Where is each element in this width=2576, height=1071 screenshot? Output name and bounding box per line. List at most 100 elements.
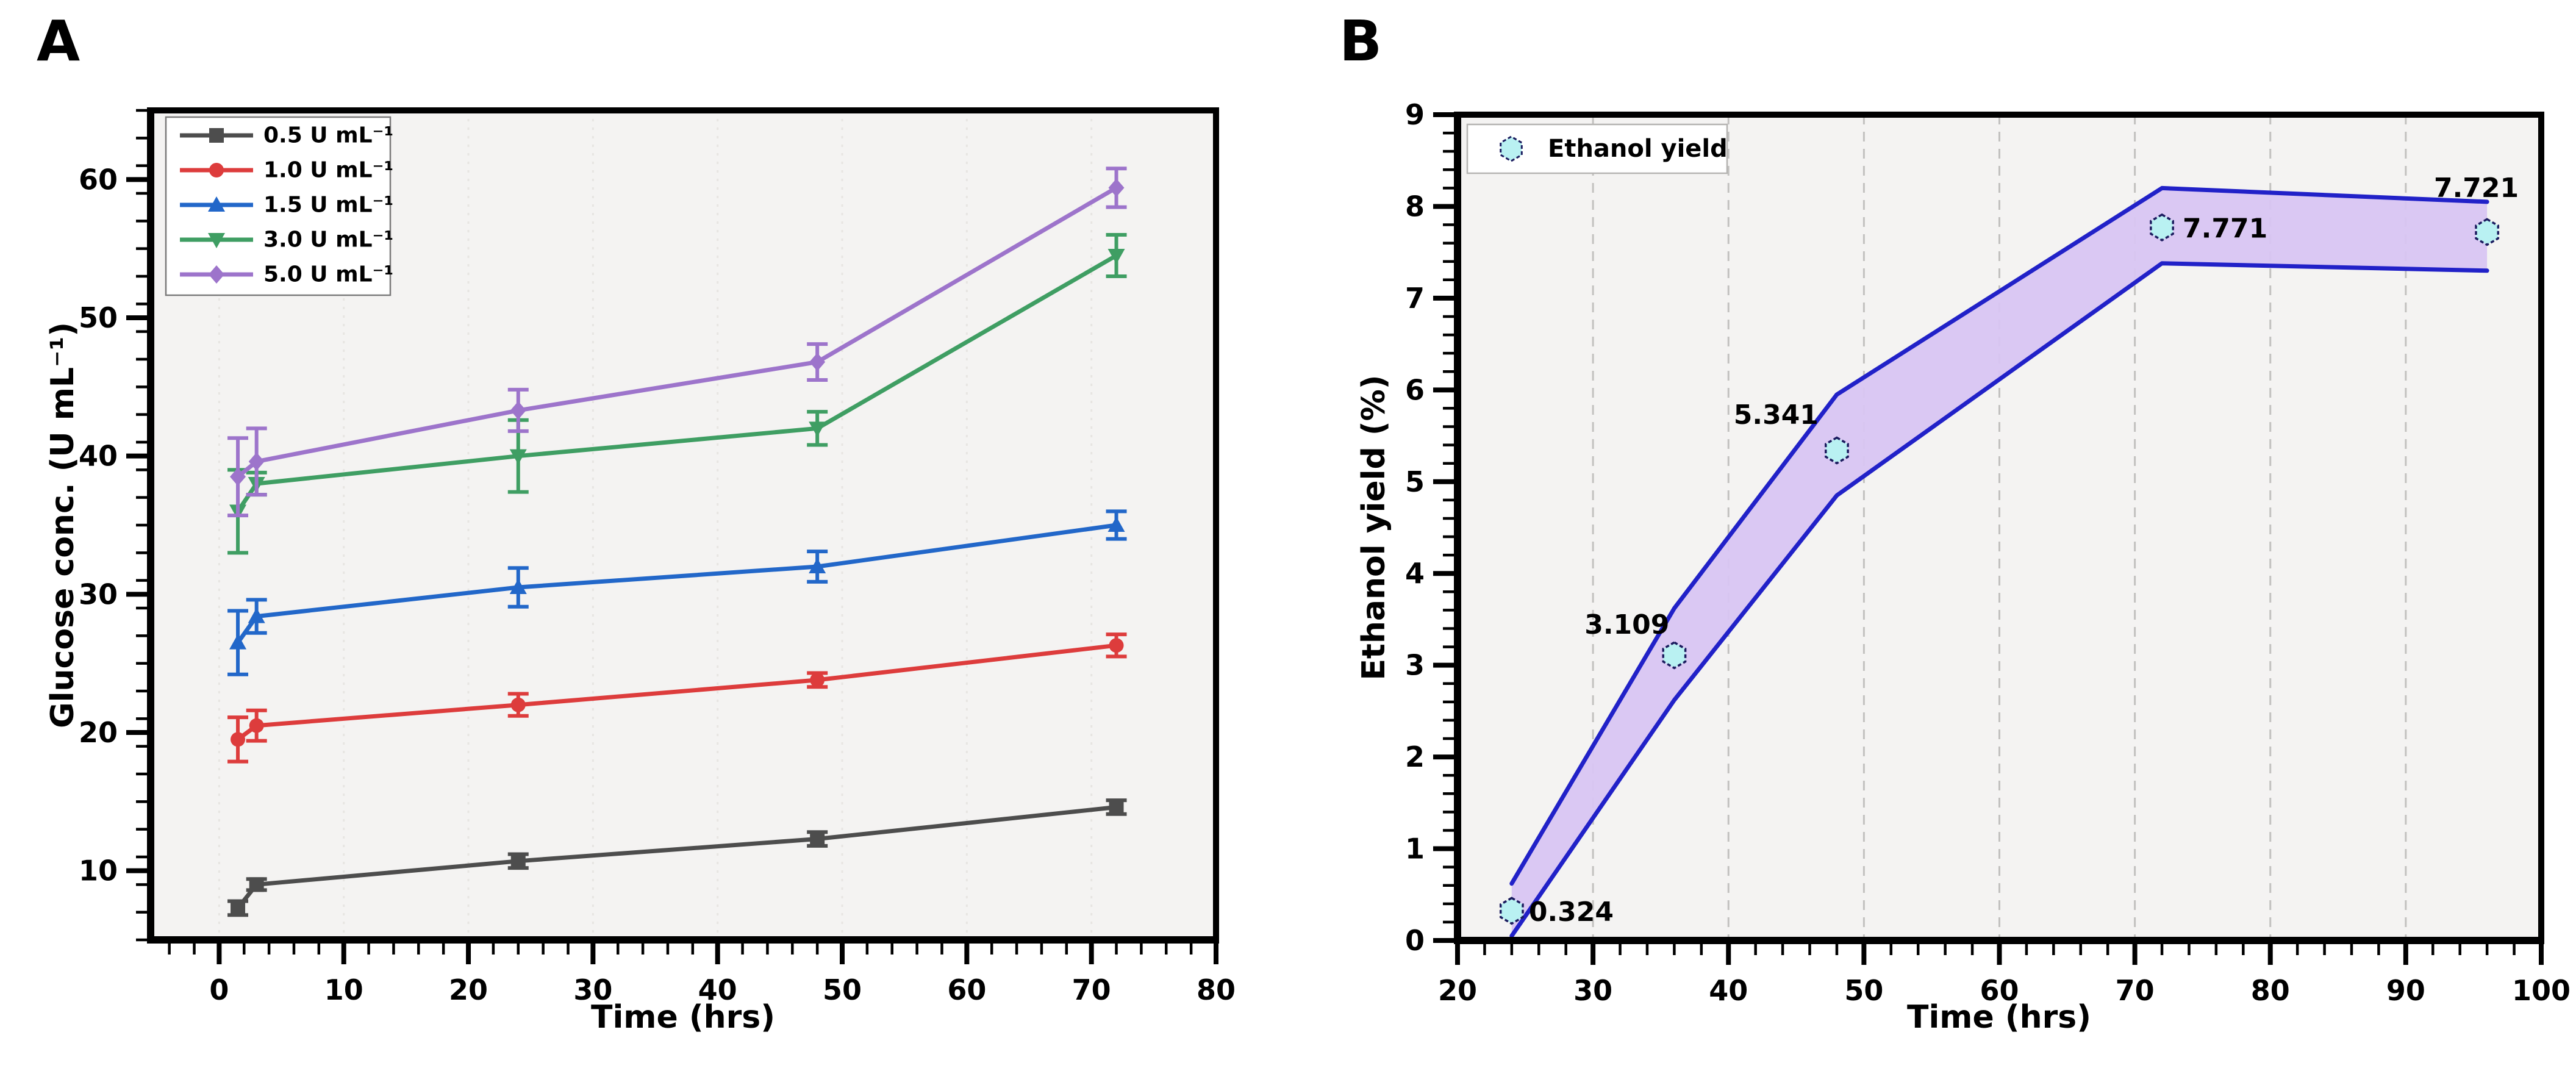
x-axis-tick-label: 100 bbox=[2512, 974, 2571, 1007]
x-axis-tick-label: 40 bbox=[698, 973, 737, 1006]
x-axis-tick-label: 60 bbox=[1980, 974, 2019, 1007]
y-axis-tick-label: 3 bbox=[1405, 649, 1425, 682]
data-point-marker bbox=[230, 467, 246, 486]
y-axis-tick-label: 50 bbox=[79, 301, 118, 334]
x-axis-tick-label: 20 bbox=[449, 973, 488, 1006]
y-axis-tick-label: 9 bbox=[1405, 98, 1425, 131]
ticks: 0 10 20 30 40 50 60 70 80 10 20 30 40 50 60 bbox=[79, 109, 1236, 1006]
x-axis-tick-label: 80 bbox=[1197, 973, 1236, 1006]
x-axis-title: Time (hrs) bbox=[1907, 999, 2091, 1036]
band-upper-line bbox=[1509, 185, 2489, 886]
data-point-label: 7.721 bbox=[2434, 173, 2519, 204]
data-point-marker bbox=[231, 732, 246, 747]
legend-b: Ethanol yield bbox=[1466, 123, 1728, 174]
legend-label: 1.0 U mL⁻¹ bbox=[263, 158, 393, 183]
data-point-marker bbox=[810, 831, 825, 847]
data-point-marker bbox=[249, 877, 264, 892]
series-5.0-U-mL⁻¹ bbox=[227, 167, 1127, 518]
data-point-marker bbox=[510, 697, 526, 712]
data-point-marker bbox=[509, 579, 527, 594]
x-axis-tick-label: 80 bbox=[2251, 974, 2290, 1007]
x-axis-tick-label: 70 bbox=[2116, 974, 2155, 1007]
legend-marker bbox=[209, 163, 224, 177]
x-axis-tick-label: 50 bbox=[1844, 974, 1883, 1007]
band-lower-line bbox=[1509, 261, 2489, 938]
legend-marker bbox=[209, 265, 224, 284]
axes-frame bbox=[1454, 112, 2544, 944]
panel-label-a: A bbox=[37, 9, 80, 74]
x-axis-tick-label: 60 bbox=[947, 973, 986, 1006]
legend-marker bbox=[208, 196, 225, 212]
x-axis-tick-label: 70 bbox=[1072, 973, 1111, 1006]
legend-a: 0.5 U mL⁻¹ 1.0 U mL⁻¹ 1.5 U mL⁻¹ 3.0 U mL⁻¹… bbox=[165, 116, 393, 296]
data-point-marker bbox=[231, 900, 246, 915]
panel-a: 0 10 20 30 40 50 60 70 80 10 20 30 40 50 60 Time (hrs) G… bbox=[45, 107, 1236, 1036]
data-point-label: 3.109 bbox=[1584, 609, 1669, 640]
data-point-marker bbox=[1825, 436, 1849, 465]
legend-label: 1.5 U mL⁻¹ bbox=[263, 193, 393, 218]
panel-label-b: B bbox=[1339, 9, 1383, 74]
y-axis-tick-label: 0 bbox=[1405, 924, 1425, 957]
band-area bbox=[1511, 188, 2488, 936]
x-axis-tick-label: 90 bbox=[2386, 974, 2425, 1007]
legend-marker bbox=[208, 233, 225, 248]
data-point-marker bbox=[809, 421, 826, 437]
legend-marker bbox=[209, 128, 224, 143]
y-axis-tick-label: 4 bbox=[1405, 557, 1425, 590]
y-axis-title: Ethanol yield (%) bbox=[1356, 375, 1392, 681]
data-point-marker bbox=[1108, 178, 1125, 197]
data-point-marker bbox=[1109, 800, 1124, 815]
x-axis-tick-label: 30 bbox=[1573, 974, 1612, 1007]
y-axis-tick-label: 6 bbox=[1405, 373, 1425, 406]
y-axis-tick-label: 8 bbox=[1405, 190, 1425, 223]
legend-label: 0.5 U mL⁻¹ bbox=[263, 123, 393, 148]
y-axis-tick-label: 60 bbox=[79, 163, 118, 196]
data-point-marker bbox=[249, 718, 264, 733]
data-point-marker bbox=[248, 452, 265, 471]
data-point-marker bbox=[248, 607, 265, 623]
data-point-label: 0.324 bbox=[1529, 897, 1614, 928]
y-axis-tick-label: 30 bbox=[79, 578, 118, 611]
legend-label: 5.0 U mL⁻¹ bbox=[263, 262, 393, 287]
data-point-marker bbox=[509, 449, 527, 465]
ticks: 20 30 40 50 60 70 80 90 100 0 1 2 3 4 5 6 7 8 9 bbox=[1405, 98, 2571, 1007]
y-axis-tick-label: 1 bbox=[1405, 833, 1425, 865]
data-point-label: 5.341 bbox=[1734, 399, 1819, 431]
data-point-marker bbox=[1662, 641, 1687, 670]
data-point-marker bbox=[1499, 897, 1524, 925]
x-axis-tick-label: 10 bbox=[324, 973, 363, 1006]
data-point-marker bbox=[510, 401, 526, 420]
data-point-marker bbox=[1107, 517, 1125, 532]
y-axis-tick-label: 40 bbox=[79, 440, 118, 473]
x-axis-tick-label: 20 bbox=[1438, 974, 1477, 1007]
data-point-marker bbox=[510, 853, 526, 869]
x-axis-tick-label: 30 bbox=[573, 973, 612, 1006]
series-1.0-U-mL⁻¹ bbox=[227, 632, 1127, 764]
legend-marker bbox=[1500, 135, 1523, 162]
data-point-marker bbox=[1107, 249, 1125, 264]
x-axis-tick-label: 50 bbox=[823, 973, 862, 1006]
series-0.5-U-mL⁻¹ bbox=[227, 798, 1127, 917]
x-axis-tick-label: 40 bbox=[1709, 974, 1748, 1007]
data-point-marker bbox=[2150, 213, 2174, 242]
y-axis-tick-label: 20 bbox=[79, 716, 118, 749]
data-point-marker bbox=[809, 353, 826, 371]
y-axis-tick-label: 10 bbox=[79, 854, 118, 887]
y-axis-tick-label: 2 bbox=[1405, 740, 1425, 773]
axes-frame bbox=[147, 107, 1219, 944]
data-point-marker bbox=[1109, 638, 1124, 653]
y-axis-tick-label: 7 bbox=[1405, 282, 1425, 315]
data-point-marker bbox=[2475, 218, 2500, 246]
data-point-marker bbox=[229, 634, 247, 650]
x-axis-title: Time (hrs) bbox=[591, 999, 775, 1036]
data-point-label: 7.771 bbox=[2183, 213, 2267, 244]
data-point-marker bbox=[809, 558, 826, 573]
data-point-marker bbox=[810, 672, 825, 687]
series-1.5-U-mL⁻¹ bbox=[227, 509, 1127, 676]
y-axis-title: Glucose conc. (U mL⁻¹) bbox=[45, 322, 81, 728]
legend-label: 3.0 U mL⁻¹ bbox=[263, 227, 393, 253]
legend-label: Ethanol yield bbox=[1548, 135, 1728, 163]
